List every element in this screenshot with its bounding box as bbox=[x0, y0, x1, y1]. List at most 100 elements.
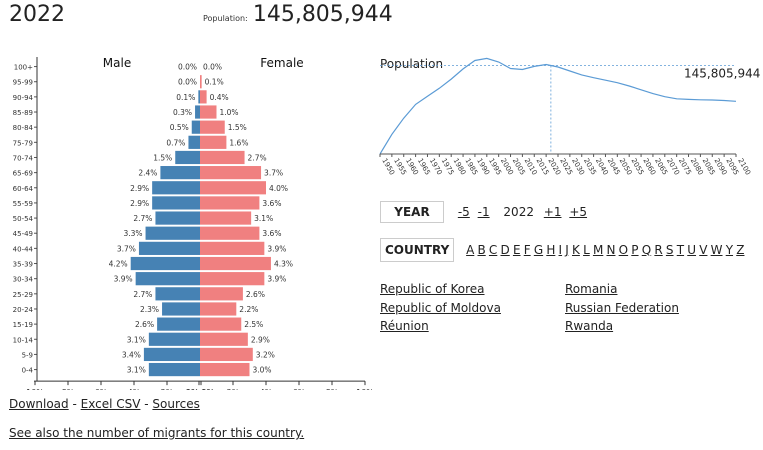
letter-link-b[interactable]: B bbox=[477, 242, 486, 257]
female-bar bbox=[200, 120, 225, 134]
letter-link-o[interactable]: O bbox=[618, 242, 629, 257]
age-group-label: 80-84 bbox=[13, 124, 34, 132]
letter-link-i[interactable]: I bbox=[558, 242, 563, 257]
letter-link-p[interactable]: P bbox=[631, 242, 639, 257]
current-population-label: 145,805,944 bbox=[684, 66, 760, 80]
male-value-label: 2.4% bbox=[138, 169, 157, 178]
female-value-label: 2.9% bbox=[251, 335, 270, 344]
country-link[interactable]: Russian Federation bbox=[565, 300, 679, 315]
letter-link-y[interactable]: Y bbox=[725, 242, 734, 257]
age-group-label: 20-24 bbox=[13, 306, 34, 314]
male-value-label: 3.9% bbox=[114, 275, 133, 284]
x-tick-label: 4% bbox=[260, 388, 273, 390]
female-value-label: 0.1% bbox=[205, 78, 224, 87]
download-link[interactable]: Download bbox=[9, 397, 69, 411]
male-bar bbox=[152, 196, 200, 210]
sources-link[interactable]: Sources bbox=[152, 397, 200, 411]
migrants-link[interactable]: See also the number of migrants for this… bbox=[9, 426, 305, 440]
letter-link-e[interactable]: E bbox=[512, 242, 521, 257]
age-group-label: 100+ bbox=[14, 64, 33, 72]
age-group-label: 5-9 bbox=[22, 351, 33, 359]
letter-link-s[interactable]: S bbox=[665, 242, 674, 257]
letter-link-j[interactable]: J bbox=[565, 242, 569, 257]
male-value-label: 0.3% bbox=[173, 108, 192, 117]
country-button[interactable]: COUNTRY bbox=[380, 238, 455, 262]
female-value-label: 4.0% bbox=[269, 184, 288, 193]
letter-link-z[interactable]: Z bbox=[736, 242, 745, 257]
x-tick-label: 2100 bbox=[736, 157, 752, 176]
female-value-label: 4.3% bbox=[274, 260, 293, 269]
population-line-chart: Population145,805,9441950195519601965197… bbox=[379, 57, 760, 176]
male-bar bbox=[148, 332, 200, 346]
female-value-label: 1.0% bbox=[220, 108, 239, 117]
female-value-label: 3.9% bbox=[267, 275, 286, 284]
separator: - bbox=[140, 397, 153, 411]
country-link[interactable]: Romania bbox=[565, 282, 618, 296]
age-group-label: 35-39 bbox=[13, 261, 33, 269]
year-button[interactable]: YEAR bbox=[380, 201, 444, 223]
letter-link-r[interactable]: R bbox=[654, 242, 663, 257]
country-link[interactable]: Republic of Korea bbox=[380, 282, 485, 296]
letter-link-w[interactable]: W bbox=[710, 242, 723, 257]
female-value-label: 3.6% bbox=[262, 199, 281, 208]
male-bar bbox=[130, 256, 200, 271]
letter-link-v[interactable]: V bbox=[699, 242, 708, 257]
population-pyramid-chart: Male Female 100+ 0.0% 0.0% 95-99 0.0% 0.1% 90-94… bbox=[13, 56, 372, 390]
letter-link-d[interactable]: D bbox=[500, 242, 510, 257]
female-bar bbox=[200, 150, 245, 165]
male-bar bbox=[145, 226, 200, 240]
year-minus5-link[interactable]: -5 bbox=[457, 204, 470, 219]
female-bar bbox=[200, 135, 227, 149]
letter-link-g[interactable]: G bbox=[533, 242, 544, 257]
male-bar bbox=[188, 135, 200, 149]
age-group-label: 60-64 bbox=[13, 185, 34, 193]
x-tick-label: 8% bbox=[62, 388, 75, 390]
male-value-label: 2.3% bbox=[140, 305, 159, 314]
year-minus1-link[interactable]: -1 bbox=[477, 204, 490, 219]
country-link[interactable]: Republic of Moldova bbox=[380, 300, 501, 315]
female-bar bbox=[200, 362, 250, 377]
letter-link-f[interactable]: F bbox=[523, 242, 531, 257]
male-bar bbox=[195, 105, 200, 119]
population-summary: Population: 145,805,944 bbox=[203, 2, 393, 27]
letter-link-h[interactable]: H bbox=[546, 242, 556, 257]
letter-link-a[interactable]: A bbox=[466, 242, 475, 257]
letter-link-k[interactable]: K bbox=[572, 242, 580, 257]
female-bar bbox=[200, 347, 253, 362]
age-group-label: 25-29 bbox=[13, 291, 33, 299]
age-group-label: 30-34 bbox=[13, 276, 34, 284]
letter-link-l[interactable]: L bbox=[583, 242, 590, 257]
letter-link-q[interactable]: Q bbox=[641, 242, 652, 257]
letter-link-u[interactable]: U bbox=[687, 242, 697, 257]
age-group-label: 15-19 bbox=[13, 321, 33, 329]
excel-csv-link[interactable]: Excel CSV bbox=[80, 397, 141, 411]
x-tick-label: 2% bbox=[161, 388, 174, 390]
year-navigation: YEAR -5 -1 2022 +1 +5 bbox=[380, 201, 591, 223]
letter-link-c[interactable]: C bbox=[488, 242, 498, 257]
year-plus1-link[interactable]: +1 bbox=[543, 204, 562, 219]
x-tick-label: 6% bbox=[293, 388, 306, 390]
x-tick-label: 10% bbox=[26, 388, 44, 390]
letter-link-m[interactable]: M bbox=[592, 242, 604, 257]
male-bar bbox=[160, 166, 200, 180]
year-plus5-link[interactable]: +5 bbox=[569, 204, 588, 219]
country-link[interactable]: Réunion bbox=[380, 319, 429, 333]
male-bar bbox=[152, 181, 200, 195]
male-bar bbox=[138, 241, 200, 255]
female-bar bbox=[200, 256, 271, 271]
letter-link-t[interactable]: T bbox=[676, 242, 685, 257]
age-group-label: 0-4 bbox=[22, 367, 34, 375]
legend-female: Female bbox=[260, 56, 303, 70]
x-tick-label: 10% bbox=[356, 388, 372, 390]
letter-link-n[interactable]: N bbox=[606, 242, 616, 257]
population-value: 145,805,944 bbox=[252, 2, 393, 27]
male-value-label: 2.7% bbox=[133, 214, 152, 223]
female-value-label: 3.1% bbox=[254, 214, 273, 223]
country-link[interactable]: Rwanda bbox=[565, 319, 614, 333]
age-group-label: 45-49 bbox=[13, 230, 33, 238]
female-bar bbox=[200, 166, 262, 180]
male-bar bbox=[198, 90, 200, 104]
x-tick-label: 8% bbox=[326, 388, 339, 390]
male-bar bbox=[143, 347, 200, 362]
